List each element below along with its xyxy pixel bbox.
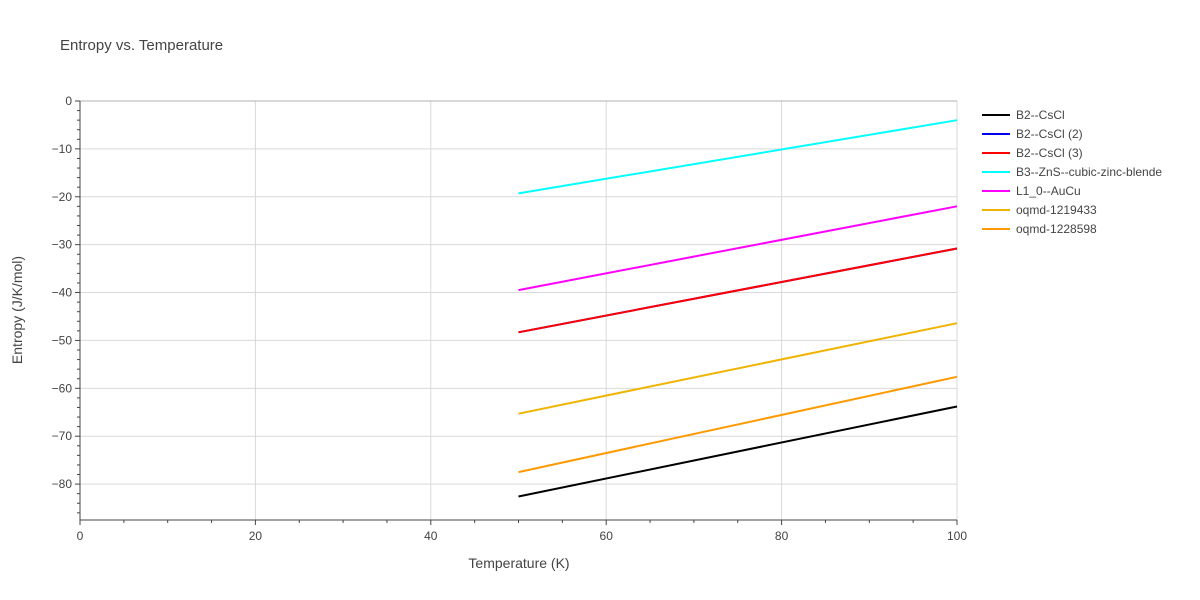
legend-entry[interactable]: oqmd-1219433 — [1016, 203, 1097, 217]
y-tick-label: −60 — [52, 381, 73, 395]
series-line-2 — [518, 247, 958, 334]
series-line-5 — [518, 322, 958, 415]
legend-entry[interactable]: B2--CsCl (2) — [1016, 127, 1083, 141]
y-tick-label: −30 — [52, 238, 73, 252]
legend-entry[interactable]: L1_0--AuCu — [1016, 184, 1081, 198]
y-tick-labels: 0 −10 −20 −30 −40 −50 −60 −70 −80 — [52, 94, 73, 491]
legend: B2--CsCl B2--CsCl (2) B2--CsCl (3) B3--ZnS-… — [982, 108, 1162, 236]
x-tick-label: 100 — [947, 529, 967, 543]
legend-entry[interactable]: B2--CsCl — [1016, 108, 1065, 122]
axes — [75, 100, 958, 525]
x-tick-label: 80 — [775, 529, 789, 543]
x-tick-label: 0 — [77, 529, 84, 543]
y-tick-label: −40 — [52, 286, 73, 300]
x-tick-label: 20 — [249, 529, 263, 543]
y-axis-label: Entropy (J/K/mol) — [9, 256, 25, 364]
y-tick-label: −10 — [52, 142, 73, 156]
legend-entry[interactable]: B2--CsCl (3) — [1016, 146, 1083, 160]
series-line-3 — [518, 119, 958, 195]
series-line-6 — [518, 375, 958, 474]
y-tick-label: −80 — [52, 477, 73, 491]
legend-entry[interactable]: B3--ZnS--cubic-zinc-blende — [1016, 165, 1162, 179]
y-tick-label: −50 — [52, 333, 73, 347]
x-tick-label: 60 — [600, 529, 614, 543]
grid — [80, 100, 958, 520]
x-axis-label: Temperature (K) — [468, 555, 569, 571]
series-line-4 — [518, 205, 958, 292]
x-tick-labels: 0 20 40 60 80 100 — [77, 529, 968, 543]
y-tick-label: −20 — [52, 190, 73, 204]
y-tick-label: −70 — [52, 429, 73, 443]
series-line-0 — [518, 405, 958, 498]
y-tick-label: 0 — [65, 94, 72, 108]
legend-entry[interactable]: oqmd-1228598 — [1016, 222, 1097, 236]
series-lines — [518, 119, 958, 498]
chart-title: Entropy vs. Temperature — [60, 37, 223, 54]
x-tick-label: 40 — [424, 529, 438, 543]
